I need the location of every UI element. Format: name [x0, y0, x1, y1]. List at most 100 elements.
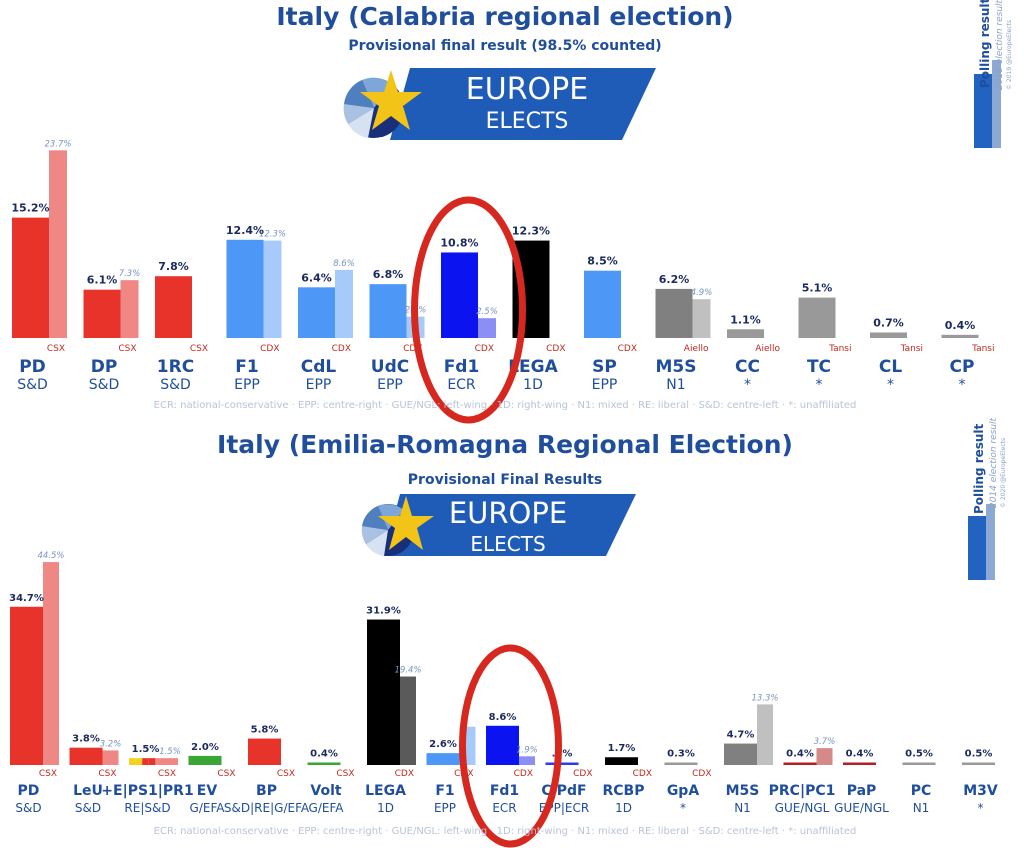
party-label: M5S — [726, 783, 760, 799]
value-label: 0.4% — [945, 319, 976, 332]
coalition-label: CSX — [47, 344, 65, 354]
bar-segment — [155, 758, 162, 765]
bar — [298, 287, 335, 338]
bar — [10, 606, 43, 765]
chart-subtitle: Provisional final result (98.5% counted) — [348, 38, 662, 54]
coalition-label: CDX — [332, 344, 351, 354]
bar — [248, 738, 281, 765]
party-label: Fd1 — [444, 357, 480, 377]
previous-result-bar — [400, 676, 416, 765]
group-label: S&D — [160, 377, 191, 393]
value-label: 12.4% — [226, 224, 264, 237]
coalition-label: CDX — [475, 344, 494, 354]
group-label: EPP — [234, 377, 260, 393]
value-label: 8.6% — [489, 712, 517, 723]
value-label: 0.5% — [905, 749, 933, 760]
party-label: LEGA — [365, 783, 406, 799]
bar — [307, 762, 341, 765]
bar — [584, 270, 621, 338]
party-label: PRC|PC1 — [769, 783, 836, 799]
party-label: DP — [91, 357, 118, 377]
bar — [783, 762, 817, 765]
emilia-romagna-chart-panel: Italy (Emilia-Romagna Regional Election)… — [0, 418, 1024, 848]
previous-value-label: 3.7% — [814, 737, 836, 747]
group-label: S&D — [17, 377, 48, 393]
coalition-label: CSX — [277, 769, 295, 779]
bar — [367, 619, 400, 765]
previous-result-bar — [102, 750, 119, 765]
party-label: M3V — [963, 783, 998, 799]
coalition-label: Tansi — [900, 344, 923, 354]
party-label: BP — [256, 783, 277, 799]
group-label: 1D — [377, 801, 394, 815]
group-label: EPP — [377, 377, 403, 393]
banner-line2: ELECTS — [485, 109, 569, 134]
bar — [724, 743, 757, 765]
coalition-label: CDX — [514, 769, 533, 779]
party-label: CdL — [301, 357, 337, 377]
value-label: 6.2% — [659, 273, 690, 286]
previous-result-bar — [692, 299, 711, 338]
value-label: 7.8% — [158, 260, 189, 273]
bar — [902, 762, 936, 765]
group-label: N1 — [734, 801, 751, 815]
group-label: * — [887, 377, 894, 393]
party-label: UdC — [371, 357, 409, 377]
party-label: SP — [592, 357, 617, 377]
europe-elects-banner — [384, 494, 636, 556]
value-label: 3.8% — [72, 734, 100, 745]
value-label: 4.7% — [727, 730, 755, 741]
previous-value-label: 2.5% — [476, 307, 498, 317]
party-label: PaP — [847, 783, 877, 799]
previous-value-label: 44.5% — [37, 551, 64, 561]
coalition-label: CSX — [118, 344, 136, 354]
party-label: 1RC — [157, 357, 194, 377]
value-label: 5.1% — [802, 282, 833, 295]
emilia-romagna-bar-chart: 44.5%34.7%CSXPDS&D3.2%3.8%CSXLeUS&D1.5%1… — [9, 551, 998, 848]
bar-segment — [135, 758, 143, 765]
coalition-label: CDX — [573, 769, 592, 779]
bar — [12, 217, 49, 338]
previous-result-bar — [757, 704, 773, 765]
previous-result-bar — [43, 562, 59, 765]
coalition-label: CSX — [217, 769, 235, 779]
group-label: ECR — [447, 377, 476, 393]
banner-line1: EUROPE — [448, 496, 568, 530]
group-label: S&D — [15, 801, 41, 815]
coalition-label: CSX — [98, 769, 116, 779]
value-label: 6.8% — [373, 268, 404, 281]
party-label: Volt — [310, 783, 341, 799]
party-label: PC — [911, 783, 932, 799]
coalition-label: CDX — [395, 769, 414, 779]
previous-result-bar — [519, 756, 535, 765]
banner-line1: EUROPE — [465, 72, 589, 107]
value-label: 0.7% — [873, 316, 904, 329]
bar — [798, 297, 836, 338]
bar — [870, 332, 907, 338]
chart-footnote: ECR: national-conservative · EPP: centre… — [153, 826, 857, 837]
bar — [426, 753, 460, 765]
chart-footnote: ECR: national-conservative · EPP: centre… — [153, 400, 857, 411]
previous-value-label: 8.6% — [333, 259, 355, 269]
group-label: 1D — [523, 377, 543, 393]
value-label: 10.8% — [440, 236, 478, 249]
group-label: GUE/NGL — [775, 801, 830, 815]
party-label: PD — [19, 357, 46, 377]
bar-segment — [129, 758, 136, 765]
bar-segment — [142, 758, 149, 765]
previous-value-label: 12.3% — [259, 230, 286, 240]
party-label: +E|PS1|PR1 — [101, 783, 193, 799]
coalition-label: CDX — [618, 344, 637, 354]
previous-value-label: 13.3% — [751, 693, 778, 703]
coalition-label: CSX — [39, 769, 57, 779]
coalition-label: CDX — [260, 344, 279, 354]
bar — [441, 252, 478, 338]
value-label: 0.4% — [310, 749, 338, 760]
bar — [941, 334, 979, 338]
group-label: EPP — [306, 377, 332, 393]
party-label: Fd1 — [490, 783, 519, 799]
value-label: 12.3% — [512, 225, 550, 238]
previous-value-label: 1.9% — [516, 745, 538, 755]
previous-result-bar — [816, 748, 833, 765]
calabria-chart-panel: Italy (Calabria regional election) Provi… — [11, 0, 1013, 424]
